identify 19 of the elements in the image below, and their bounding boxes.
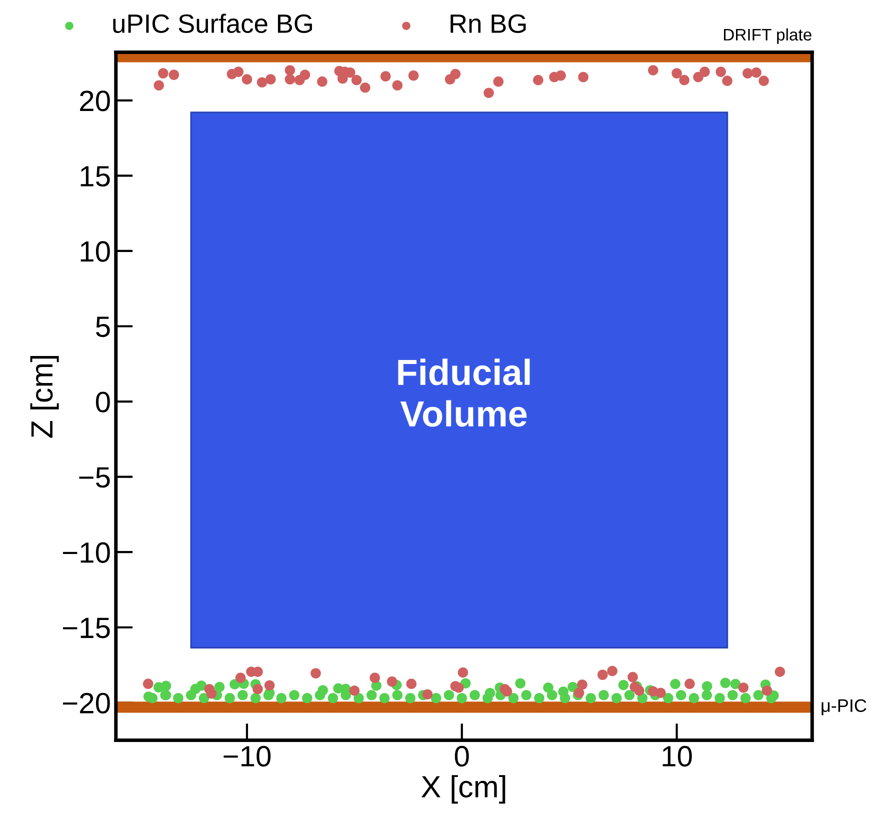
y-tick-label: 15 (80, 166, 110, 187)
y-tick-label: −10 (63, 542, 110, 563)
legend-label: uPIC Surface BG (113, 14, 312, 34)
y-tick-label: −20 (63, 692, 110, 714)
y-tick-label: 20 (80, 90, 110, 112)
x-tick-label: −10 (224, 746, 271, 767)
x-tick-label: 0 (454, 746, 469, 767)
legend-label: Rn BG (450, 14, 526, 34)
y-tick-label: −15 (63, 618, 110, 638)
ref-line-label: DRIFT plate (724, 28, 812, 44)
annotation: Fiducial Volume (398, 358, 530, 427)
ref-line-label: μ-PIC (822, 699, 866, 716)
y-tick-label: 5 (96, 316, 110, 338)
y-tick-label: 0 (96, 392, 110, 412)
y-axis-title: Z [cm] (30, 356, 59, 438)
y-tick-label: −5 (79, 467, 110, 488)
x-axis-title: X [cm] (421, 775, 506, 804)
x-tick-label: 10 (662, 746, 692, 767)
y-tick-label: 10 (80, 241, 110, 262)
